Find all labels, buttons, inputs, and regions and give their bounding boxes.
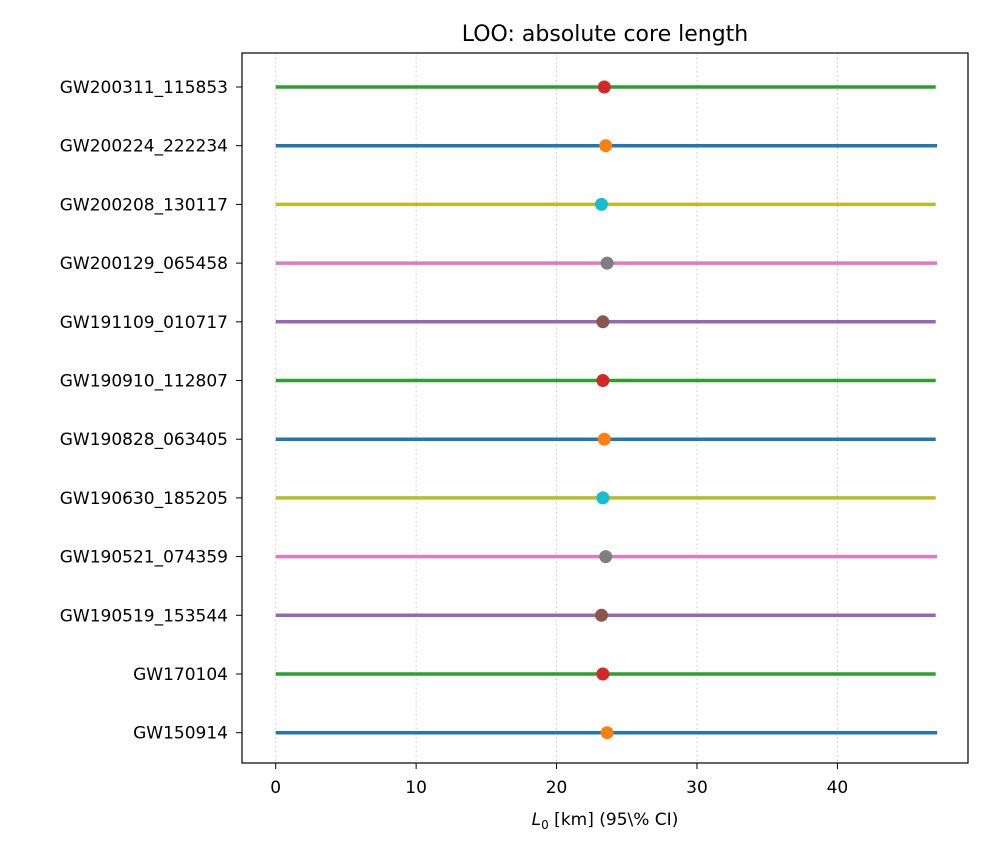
median-marker bbox=[599, 550, 613, 564]
series-layer bbox=[275, 80, 938, 740]
x-tick-label: 10 bbox=[405, 778, 427, 798]
x-tick-label: 0 bbox=[270, 778, 281, 798]
y-tick-label: GW150914 bbox=[133, 724, 228, 744]
median-marker bbox=[596, 374, 610, 387]
y-tick-label: GW200311_115853 bbox=[60, 78, 228, 98]
chart-title: LOO: absolute core length bbox=[462, 22, 748, 47]
y-tick-label: GW200208_130117 bbox=[60, 195, 228, 215]
y-tick-label: GW191109_010717 bbox=[60, 313, 228, 333]
median-marker bbox=[600, 726, 614, 740]
median-marker bbox=[599, 139, 613, 153]
x-axis-label-units: [km] (95\% CI) bbox=[549, 810, 679, 830]
y-tick-label: GW190630_185205 bbox=[60, 489, 228, 509]
x-ticks: 0 10 20 30 40 bbox=[270, 763, 848, 798]
y-tick-label: GW190521_074359 bbox=[60, 548, 228, 568]
x-axis-label-subscript: 0 bbox=[541, 818, 549, 832]
x-tick-label: 30 bbox=[686, 778, 708, 798]
median-marker bbox=[594, 197, 608, 211]
x-axis-label: L0 [km] (95\% CI) bbox=[532, 810, 679, 832]
plot-frame bbox=[241, 52, 969, 764]
median-marker bbox=[596, 315, 610, 329]
y-tick-label: GW200129_065458 bbox=[60, 254, 228, 274]
y-tick-label: GW170104 bbox=[133, 665, 228, 685]
y-tick-label: GW190519_153544 bbox=[60, 606, 228, 626]
x-tick-label: 40 bbox=[827, 778, 849, 798]
median-marker bbox=[596, 491, 610, 505]
grid-layer bbox=[275, 53, 838, 763]
median-marker bbox=[597, 80, 611, 94]
y-ticks: GW200311_115853 GW200224_222234 GW200208_1… bbox=[60, 78, 242, 744]
x-tick-label: 20 bbox=[546, 778, 568, 798]
median-marker bbox=[600, 256, 614, 270]
median-marker bbox=[597, 432, 611, 446]
median-marker bbox=[594, 608, 608, 622]
y-tick-label: GW190910_112807 bbox=[60, 372, 228, 392]
x-axis-label-symbol: L bbox=[532, 810, 541, 830]
y-tick-label: GW190828_063405 bbox=[60, 430, 228, 450]
median-marker bbox=[596, 667, 610, 681]
y-tick-label: GW200224_222234 bbox=[60, 137, 228, 157]
